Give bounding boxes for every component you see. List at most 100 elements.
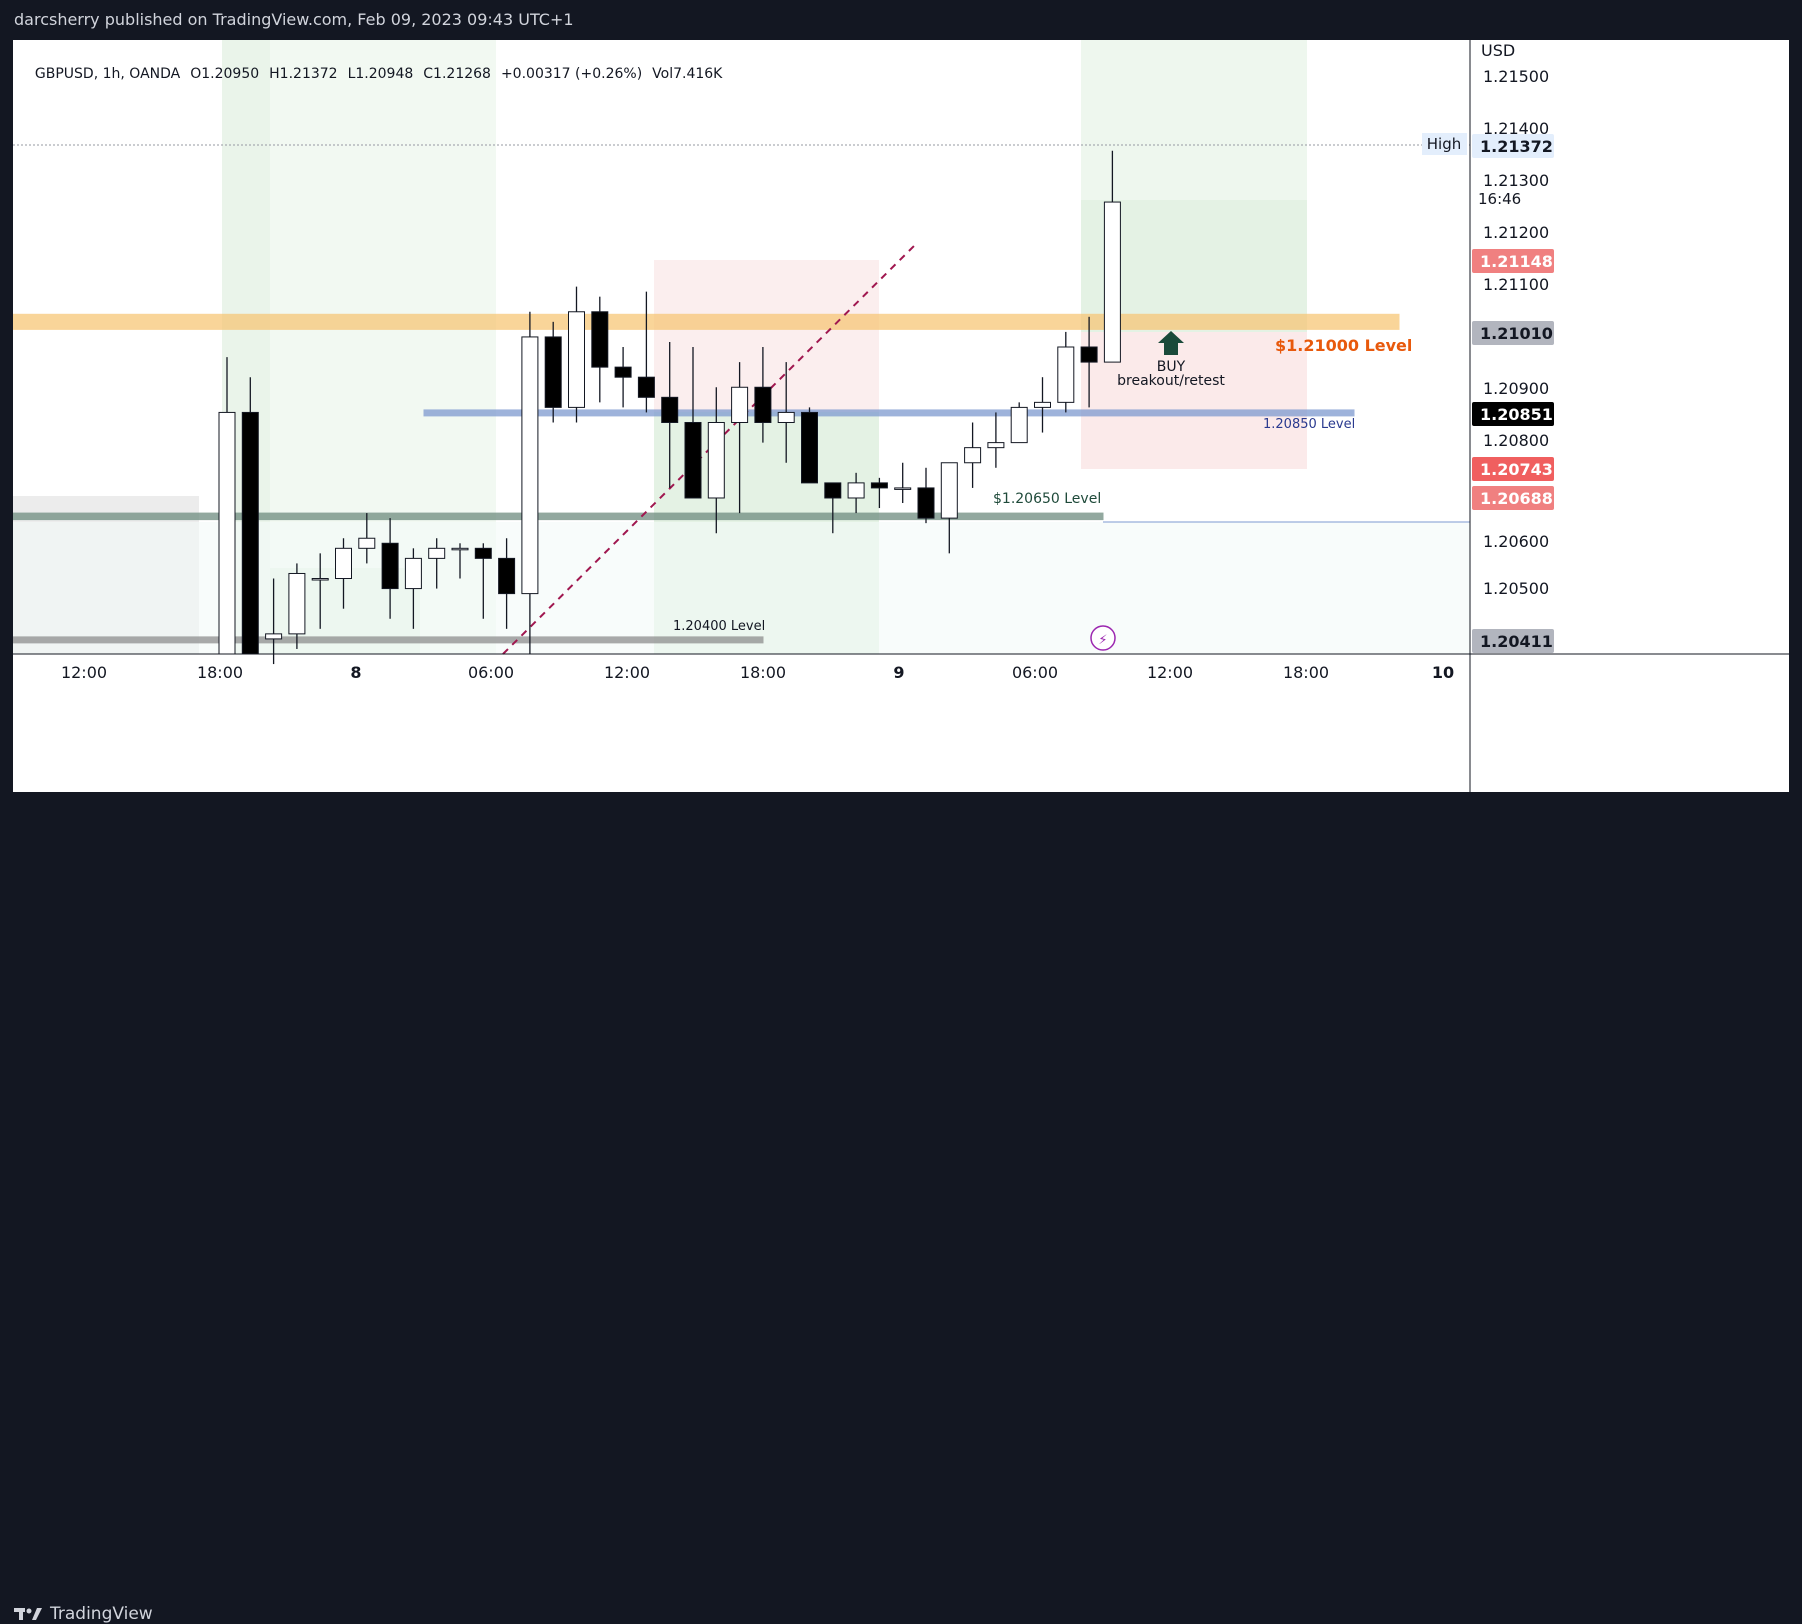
buy-sublabel: breakout/retest: [1117, 373, 1225, 389]
candle[interactable]: [684, 421, 702, 499]
candle[interactable]: [870, 482, 888, 489]
price-tick-label: 1.21500: [1483, 67, 1549, 86]
candle[interactable]: [777, 411, 795, 423]
change-value: +0.00317 (+0.26%): [500, 66, 643, 82]
footer: TradingView: [0, 792, 1802, 1624]
candle[interactable]: [358, 537, 376, 549]
level-band[interactable]: [13, 313, 1400, 330]
price-badge: [1472, 402, 1554, 426]
candle[interactable]: [1034, 401, 1051, 408]
volume-value: Vol7.416K: [652, 66, 723, 82]
high-label: High: [1427, 135, 1461, 153]
price-badge: [1472, 629, 1554, 653]
candle[interactable]: [1080, 346, 1098, 363]
ohlc-legend: GBPUSD, 1h, OANDA O1.20950 H1.21372 L1.2094…: [26, 50, 732, 82]
tradingview-logo-icon: [14, 1608, 42, 1620]
lightning-icon: ⚡: [1098, 633, 1107, 648]
candle[interactable]: [218, 411, 236, 655]
candle[interactable]: [801, 411, 818, 484]
candle[interactable]: [731, 386, 749, 423]
candle[interactable]: [940, 462, 958, 519]
close-value: C1.21268: [423, 66, 491, 82]
price-badge-label: 1.20851: [1480, 405, 1553, 424]
price-badge-label: 1.21010: [1480, 324, 1553, 343]
price-tick-label: 1.20800: [1483, 431, 1549, 450]
countdown-bg: [1472, 188, 1544, 210]
candle[interactable]: [474, 547, 492, 559]
symbol-label[interactable]: GBPUSD, 1h, OANDA: [34, 66, 181, 82]
candle[interactable]: [1103, 201, 1121, 363]
time-tick-label: 12:00: [1147, 663, 1193, 682]
level-band[interactable]: [13, 636, 764, 644]
countdown-timer: 16:46: [1478, 190, 1521, 208]
candlestick-chart[interactable]: $1.21000 Level 1.20850 Level $1.20650 Leve…: [13, 40, 1789, 792]
price-badge: [1472, 134, 1554, 158]
candle[interactable]: [614, 366, 632, 378]
price-badge: [1472, 486, 1554, 510]
price-tick-label: 1.20900: [1483, 379, 1549, 398]
level-label-120650: $1.20650 Level: [993, 491, 1101, 507]
price-tick-label: 1.21300: [1483, 171, 1549, 190]
top-bar: darcsherry published on TradingView.com,…: [0, 0, 1802, 40]
candle[interactable]: [381, 542, 399, 590]
buy-arrow-icon: [1158, 331, 1184, 355]
time-tick-label: 18:00: [197, 663, 243, 682]
level-band[interactable]: [13, 512, 1104, 521]
price-tick-label: 1.20600: [1483, 532, 1549, 551]
candle[interactable]: [1010, 406, 1028, 444]
candle[interactable]: [754, 386, 772, 423]
currency-label: USD: [1481, 41, 1515, 60]
time-tick-label: 18:00: [1283, 663, 1329, 682]
candle[interactable]: [917, 487, 935, 519]
time-tick-label: 18:00: [740, 663, 786, 682]
candle[interactable]: [544, 336, 562, 408]
price-badge-label: 1.20411: [1480, 632, 1553, 651]
time-tick-label: 12:00: [604, 663, 650, 682]
price-badge-label: 1.21148: [1480, 252, 1553, 271]
low-value: L1.20948: [347, 66, 414, 82]
time-tick-label: 8: [350, 663, 361, 682]
candle[interactable]: [637, 376, 655, 398]
candle[interactable]: [591, 311, 609, 368]
price-badge: [1472, 321, 1554, 345]
price-tick-label: 1.21200: [1483, 223, 1549, 242]
candle[interactable]: [987, 442, 1005, 449]
candle[interactable]: [568, 311, 585, 408]
candle[interactable]: [521, 336, 539, 595]
tradingview-brand: TradingView: [50, 1604, 153, 1624]
candle[interactable]: [1057, 346, 1075, 403]
level-label-120850: 1.20850 Level: [1263, 417, 1355, 432]
candle[interactable]: [428, 547, 446, 559]
candle[interactable]: [335, 547, 352, 580]
target-zone: [1081, 40, 1307, 200]
high-tag: [1422, 133, 1467, 155]
time-tick-label: 9: [893, 663, 904, 682]
candle[interactable]: [241, 411, 259, 655]
candle[interactable]: [894, 487, 912, 490]
candle[interactable]: [661, 396, 679, 423]
open-value: O1.20950: [190, 66, 260, 82]
level-label-121000: $1.21000 Level: [1275, 336, 1412, 355]
price-badge: [1472, 457, 1554, 481]
candle[interactable]: [847, 482, 865, 499]
price-tick-label: 1.20500: [1483, 579, 1549, 598]
tradingview-logo[interactable]: TradingView: [14, 1604, 153, 1624]
candle[interactable]: [824, 482, 842, 499]
candle[interactable]: [404, 557, 422, 590]
price-badge-label: 1.20688: [1480, 489, 1553, 508]
candle[interactable]: [707, 421, 725, 499]
level-label-120400: 1.20400 Level: [673, 619, 765, 634]
candle[interactable]: [311, 578, 329, 581]
level-band[interactable]: [423, 409, 1355, 417]
candle[interactable]: [451, 547, 469, 551]
candle[interactable]: [288, 572, 306, 635]
candle[interactable]: [964, 447, 982, 464]
candle[interactable]: [265, 633, 283, 640]
publisher-info: darcsherry published on TradingView.com,…: [14, 10, 574, 29]
price-tick-label: 1.21400: [1483, 119, 1549, 138]
candle[interactable]: [498, 557, 516, 595]
time-tick-label: 06:00: [1012, 663, 1058, 682]
event-marker-icon[interactable]: [1090, 625, 1116, 651]
buy-label: BUY: [1157, 359, 1186, 375]
time-tick-label: 12:00: [61, 663, 107, 682]
